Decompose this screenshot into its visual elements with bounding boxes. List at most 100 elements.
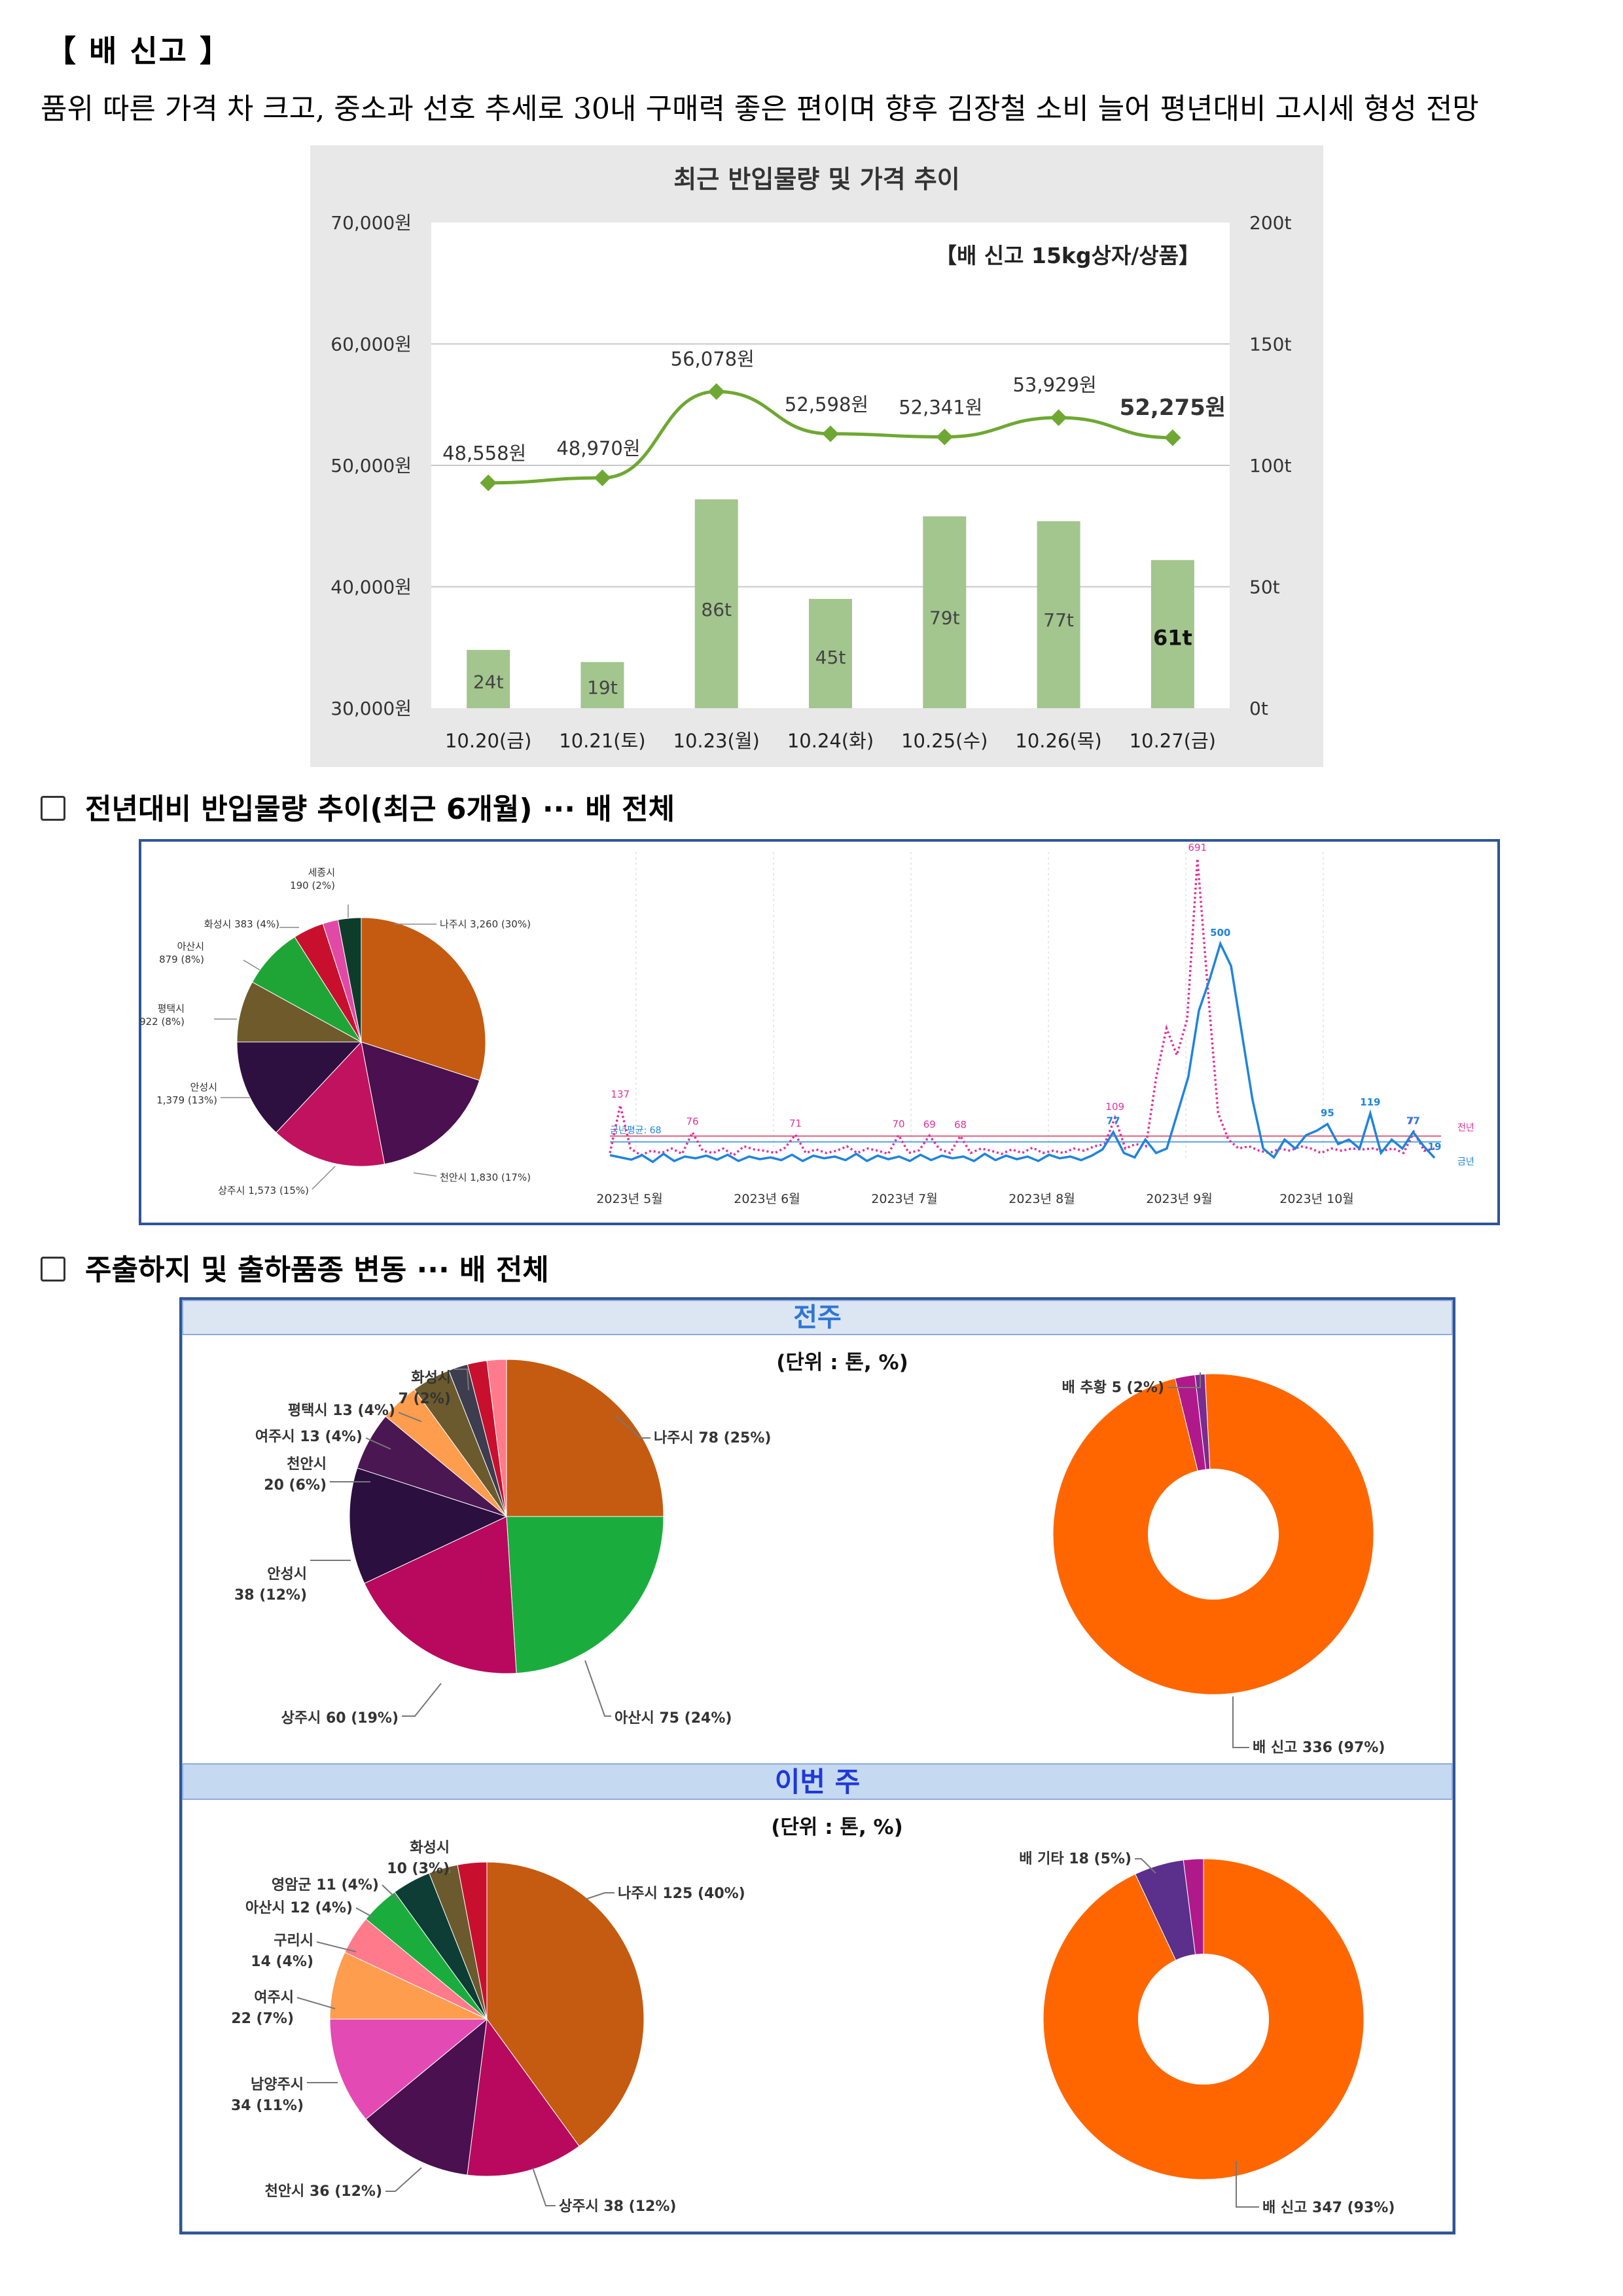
point-label: 69 [923,1119,936,1130]
x-tick: 10.27(금) [1130,730,1216,752]
pie-label: 평택시 [158,1003,185,1014]
pie-label: 영암군 11 (4%) [272,1877,379,1893]
series-this-year [609,941,1436,1164]
point-label: 95 [1321,1107,1334,1119]
section-supply-trend-label: 전년대비 반입물량 추이(최근 6개월) ··· 배 전체 [85,793,675,826]
pie-label: 평택시 13 (4%) [288,1403,395,1419]
y-right-tick: 150t [1249,334,1291,355]
pie-slice [236,981,362,1043]
leader-line [1236,2161,1259,2208]
bar-label: 61t [1153,625,1192,650]
pie-label: 879 (8%) [159,954,204,965]
price-label: 52,341원 [899,397,982,419]
pie-label: 배 신고 336 (97%) [1253,1740,1385,1756]
pie-label: 상주시 38 (12%) [559,2198,676,2215]
point-label: 500 [1210,927,1230,939]
pie-slice [251,936,362,1043]
x-tick: 2023년 10월 [1279,1192,1354,1206]
pie-label: 나주시 125 (40%) [618,1886,745,1902]
point-label: 109 [1105,1101,1124,1113]
pie-label: 안성시 [190,1081,217,1093]
leader-line [1135,1858,1156,1874]
pie-label: 1,379 (13%) [156,1094,217,1106]
bar-label: 79t [929,607,960,628]
y-right-tick: 50t [1249,577,1280,598]
price-point [594,469,611,486]
price-point [480,475,497,492]
bar [809,599,852,708]
bar-label: 45t [815,647,846,668]
unit-label: (단위 : 톤, %) [776,1351,908,1374]
y-left-tick: 30,000원 [330,698,412,719]
y-left-tick: 60,000원 [330,334,412,355]
pie-label: 나주시 3,260 (30%) [440,918,531,930]
price-label: 48,558원 [442,442,526,465]
pie-slice [506,1359,664,1517]
checkbox-icon [41,796,65,821]
leader-line [385,2167,422,2192]
y-right-tick: 0t [1249,698,1268,719]
point-label: 77 [1107,1115,1120,1127]
x-tick: 10.26(목) [1015,730,1101,752]
price-label: 52,275원 [1120,395,1226,421]
y-left-tick: 40,000원 [330,577,412,598]
checkbox-icon [41,1257,65,1282]
pie-label: 배 신고 347 (93%) [1262,2200,1395,2216]
pie-label: 10 (3%) [387,1861,450,1877]
y-left-tick: 70,000원 [330,212,412,234]
pie-slice [337,917,362,1043]
x-tick: 2023년 7월 [871,1192,937,1206]
pie-slice [364,1516,517,1674]
pie-label: 화성시 383 (4%) [204,918,279,930]
pie-label: 아산시 75 (24%) [615,1710,732,1727]
pie-slice [486,1861,645,2147]
page-title: 【 배 신고 】 [46,33,232,69]
section-origin-change-label: 주출하지 및 출하품종 변동 ··· 배 전체 [85,1253,549,1287]
section-origin-change: 주출하지 및 출하품종 변동 ··· 배 전체 [41,1246,549,1288]
leader-line [454,1369,469,1391]
pie-label: 안성시 [267,1566,307,1583]
leader-line [584,1892,615,1900]
bar-label: 19t [587,677,618,698]
point-label: 68 [954,1119,967,1131]
leader-line [584,1660,611,1717]
point-label: 71 [789,1118,802,1130]
pie-slice [236,1041,363,1134]
panel-header [182,1300,1453,1335]
point-label: 77 [1406,1115,1420,1127]
x-tick: 10.25(수) [901,730,988,752]
pie-slice [467,2018,580,2177]
section-supply-trend: 전년대비 반입물량 추이(최근 6개월) ··· 배 전체 [41,785,675,827]
bar [580,662,624,708]
pie-label: 22 (7%) [231,2011,294,2027]
pie-label: 14 (4%) [251,1954,313,1970]
price-volume-chart: 최근 반입물량 및 가격 추이 70,000원 60,000원 50,000원 40,0… [310,145,1323,767]
y-left-tick: 50,000원 [330,455,412,476]
pie-label: 화성시 [411,1370,451,1386]
pie-slice [506,1516,664,1674]
leader-line [1168,1372,1201,1388]
leader-line [312,1166,336,1190]
pie-label: 아산시 12 (4%) [245,1900,353,1916]
pie-label: 34 (11%) [231,2098,304,2114]
donut-hole [1138,1954,1269,2085]
pie-label: 천안시 1,830 (17%) [440,1172,531,1183]
pie-label: 922 (8%) [139,1016,185,1028]
pie-label: 나주시 78 (25%) [654,1430,771,1446]
leader-line [316,1941,357,1952]
pie-label: 세종시 [308,867,335,878]
pie-label: 아산시 [177,941,204,952]
pie-label: 천안시 36 (12%) [265,2183,382,2200]
unit-label: (단위 : 톤, %) [771,1816,903,1839]
point-label: 691 [1188,842,1207,853]
leader-line [413,1172,437,1177]
price-label: 48,970원 [556,437,640,459]
pie-label: 천안시 [287,1456,327,1473]
pie-slice [361,1041,480,1165]
legend-curr: 금년 [1457,1157,1474,1168]
x-tick: 2023년 8월 [1008,1192,1075,1206]
leader-line [402,1683,442,1717]
pie-slice [365,2018,488,2176]
bar [694,499,738,708]
x-tick: 10.20(금) [445,730,531,752]
